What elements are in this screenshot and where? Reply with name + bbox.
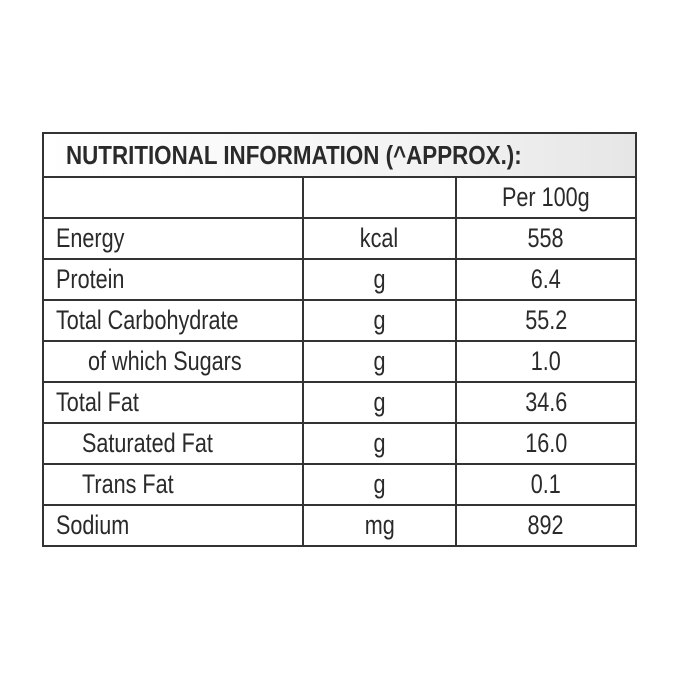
table-row: Saturated Fat g 16.0 (42, 422, 637, 465)
title-text: NUTRITIONAL INFORMATION (^APPROX.): (66, 139, 522, 170)
table-cell: Energy (42, 217, 304, 260)
table-cell: mg (302, 504, 457, 547)
nutrient-name: Protein (56, 264, 125, 294)
table-cell: g (302, 422, 457, 465)
unit: kcal (360, 223, 399, 253)
table-cell: 0.1 (455, 463, 637, 506)
title-row: NUTRITIONAL INFORMATION (^APPROX.): (42, 132, 637, 178)
amount: 55.2 (524, 305, 568, 335)
table-cell: kcal (302, 217, 457, 260)
unit: g (373, 305, 386, 335)
amount: 34.6 (524, 387, 568, 417)
unit: g (373, 346, 386, 376)
table-cell: 16.0 (455, 422, 637, 465)
table-cell: Sodium (42, 504, 304, 547)
header-row: Per 100g (42, 176, 637, 219)
unit: g (373, 264, 386, 294)
nutrition-table: NUTRITIONAL INFORMATION (^APPROX.): Per … (42, 132, 637, 547)
table-cell: g (302, 381, 457, 424)
table-cell: Saturated Fat (42, 422, 304, 465)
table-row: Sodium mg 892 (42, 504, 637, 547)
table-cell: g (302, 340, 457, 383)
table-cell: g (302, 463, 457, 506)
nutrient-name: Sodium (56, 510, 130, 540)
amount: 892 (527, 510, 565, 540)
amount: 0.1 (530, 469, 562, 499)
table-cell: Total Fat (42, 381, 304, 424)
amount: 558 (527, 223, 565, 253)
table-row: Energy kcal 558 (42, 217, 637, 260)
nutrient-name: Total Fat (56, 387, 139, 417)
nutrient-name: Trans Fat (82, 469, 174, 499)
header-text: Per 100g (502, 182, 590, 212)
header-cell (42, 176, 304, 219)
table-cell: g (302, 258, 457, 301)
table-cell: 34.6 (455, 381, 637, 424)
table-row: Trans Fat g 0.1 (42, 463, 637, 506)
unit: g (373, 387, 386, 417)
table-row: Total Carbohydrate g 55.2 (42, 299, 637, 342)
nutrient-name: Energy (56, 223, 125, 253)
table-cell: 1.0 (455, 340, 637, 383)
table-body: Energy kcal 558 Protein g 6.4 Total Carbohydra… (42, 217, 637, 547)
table-cell: of which Sugars (42, 340, 304, 383)
table-title: NUTRITIONAL INFORMATION (^APPROX.): (42, 132, 637, 178)
table-cell: g (302, 299, 457, 342)
unit: g (373, 428, 386, 458)
table-cell: 6.4 (455, 258, 637, 301)
table-cell: Trans Fat (42, 463, 304, 506)
table-cell: 558 (455, 217, 637, 260)
table-cell: 55.2 (455, 299, 637, 342)
unit: mg (364, 510, 395, 540)
table-cell: 892 (455, 504, 637, 547)
table-row: Total Fat g 34.6 (42, 381, 637, 424)
table-row: Protein g 6.4 (42, 258, 637, 301)
table-cell: Total Carbohydrate (42, 299, 304, 342)
amount: 6.4 (530, 264, 562, 294)
amount: 16.0 (524, 428, 568, 458)
header-cell (302, 176, 457, 219)
nutrient-name: of which Sugars (88, 346, 242, 376)
table-cell: Protein (42, 258, 304, 301)
nutrient-name: Saturated Fat (82, 428, 213, 458)
table-row: of which Sugars g 1.0 (42, 340, 637, 383)
amount: 1.0 (530, 346, 562, 376)
header-cell: Per 100g (455, 176, 637, 219)
unit: g (373, 469, 386, 499)
nutrient-name: Total Carbohydrate (56, 305, 239, 335)
